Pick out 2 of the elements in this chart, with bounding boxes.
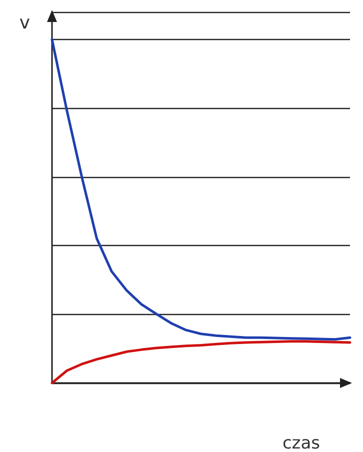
x-axis-title: czas bbox=[282, 434, 320, 452]
y-axis-title: v bbox=[19, 12, 30, 34]
